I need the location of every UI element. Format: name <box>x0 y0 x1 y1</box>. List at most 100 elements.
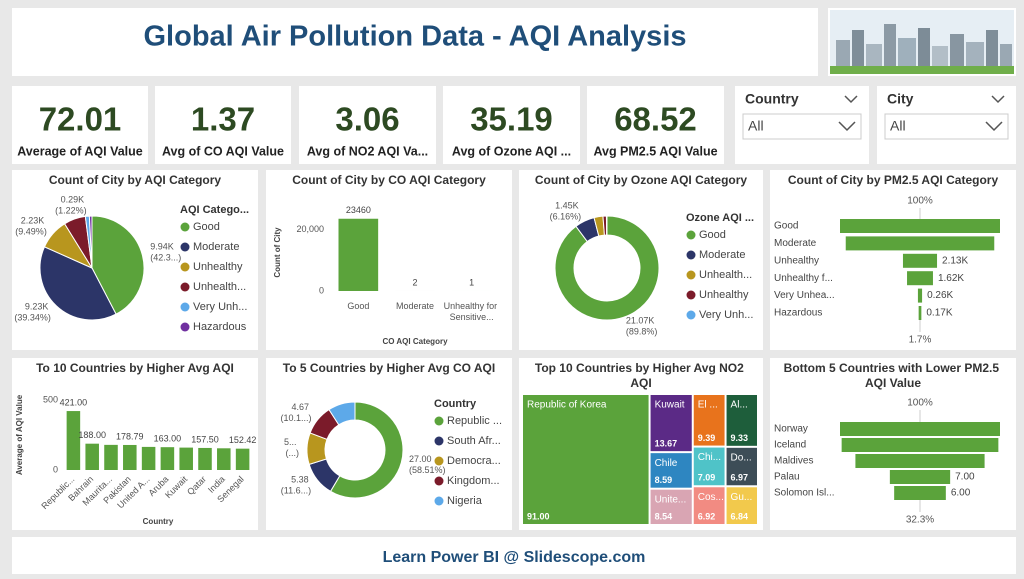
text-line: AQI Value <box>865 376 921 390</box>
building <box>884 24 896 72</box>
legend-label: Moderate <box>699 249 745 261</box>
y-tick-label: 0 <box>319 285 324 295</box>
legend-marker <box>434 476 444 486</box>
cell-label: Cos... <box>698 492 724 503</box>
funnel-bottom-label: 32.3% <box>906 515 934 526</box>
text-line: 21.07K <box>626 316 657 326</box>
chart-title: Count of City by Ozone AQI Category <box>535 173 748 187</box>
chart-title: Bottom 5 Countries with Lower PM2.5 AQI … <box>784 361 1003 390</box>
legend-marker <box>434 436 444 446</box>
bar <box>66 411 81 470</box>
data-label: 421.00 <box>60 397 88 407</box>
funnel-bar <box>894 486 946 500</box>
data-label: 6.00 <box>951 488 971 499</box>
kpi-value: 3.06 <box>335 101 399 138</box>
treemap-cell <box>523 395 649 524</box>
text-line: 27.00 <box>409 454 434 464</box>
cell-label: Gu... <box>731 492 753 503</box>
collapse-icon[interactable] <box>991 95 1005 104</box>
legend-label: Unhealthy <box>193 261 243 273</box>
chart-title: To 10 Countries by Higher Avg AQI <box>36 361 234 375</box>
filter-value: All <box>748 118 764 134</box>
footer-box <box>12 537 1016 574</box>
building <box>836 40 850 72</box>
treemap-cell <box>726 395 757 446</box>
data-label: 152.42 <box>229 435 257 445</box>
building <box>852 30 864 72</box>
cell-value: 91.00 <box>527 511 550 521</box>
text-line: (89.8%) <box>626 327 658 337</box>
cell-label: Kuwait <box>655 400 685 411</box>
data-label: 5.38 (11.6...) <box>281 475 311 496</box>
kpi-label: Avg PM2.5 AQI Value <box>593 144 717 158</box>
collapse-icon[interactable] <box>844 95 858 104</box>
data-label: 188.00 <box>78 430 106 440</box>
kpi-card <box>12 86 148 164</box>
bar <box>235 448 250 470</box>
treemap-cell <box>726 447 757 486</box>
funnel-category: Unhealthy f... <box>774 273 833 284</box>
text-line: Count of City by Ozone AQI Category <box>535 173 748 187</box>
text-line: Count of City by PM2.5 AQI Category <box>788 173 999 187</box>
x-axis-title: CO AQI Category <box>382 337 448 346</box>
legend-label: Good <box>193 221 220 233</box>
treemap-cell <box>650 489 692 524</box>
legend-marker <box>434 416 444 426</box>
filter-label: Country <box>745 91 799 107</box>
legend-label: Unhealth... <box>699 269 752 281</box>
funnel-category: Solomon Isl... <box>774 488 835 499</box>
filter-label: City <box>887 91 914 107</box>
text-line: 5... <box>284 437 299 447</box>
legend-marker <box>686 290 696 300</box>
funnel-bar <box>902 253 938 268</box>
building <box>1000 44 1012 72</box>
funnel-category: Palau <box>774 472 800 483</box>
text-line: To 10 Countries by Higher Avg AQI <box>36 361 234 375</box>
cell-value: 8.59 <box>655 475 673 485</box>
chart-title: Count of City by AQI Category <box>49 173 222 187</box>
y-tick-label: 500 <box>43 394 58 404</box>
text-line: (6.16%) <box>550 212 582 222</box>
grass <box>830 66 1014 74</box>
funnel-bar <box>855 454 985 468</box>
dropdown-arrow[interactable] <box>985 121 1003 132</box>
cell-label: Chile <box>655 458 678 469</box>
text-line: Good <box>347 301 369 311</box>
filter-dropdown[interactable] <box>884 113 1009 140</box>
treemap-cell <box>693 487 725 524</box>
legend-label: Democra... <box>447 455 501 467</box>
text-line: (58.51%) <box>409 465 446 475</box>
y-tick-label: 0 <box>53 464 58 474</box>
treemap-cell <box>693 447 725 486</box>
kpi-label: Avg of NO2 AQI Va... <box>307 144 428 158</box>
kpi-card <box>299 86 436 164</box>
slice <box>554 215 660 321</box>
legend-marker <box>686 270 696 280</box>
legend-label: Very Unh... <box>193 301 247 313</box>
filter-dropdown[interactable] <box>742 113 862 140</box>
cell-label: El ... <box>698 400 718 411</box>
funnel-category: Good <box>774 221 798 232</box>
text-line: (11.6...) <box>281 486 311 496</box>
footer-link[interactable]: Learn Power BI @ Slidescope.com <box>383 549 646 566</box>
text-line: 9.94K <box>150 242 176 252</box>
legend-title: Ozone AQI ... <box>686 212 754 224</box>
dropdown-arrow[interactable] <box>838 121 856 132</box>
data-label: 163.00 <box>154 434 182 444</box>
treemap-cell <box>650 453 692 488</box>
legend-label: South Afr... <box>447 435 501 447</box>
data-label: 4.67 (10.1...) <box>280 402 311 423</box>
cell-label: Republic of Korea <box>527 400 607 411</box>
kpi-label: Avg of Ozone AQI ... <box>452 144 571 158</box>
funnel-category: Hazardous <box>774 308 822 319</box>
legend-marker <box>434 496 444 506</box>
data-label: 2.23K (9.49%) <box>15 216 47 237</box>
data-label: 9.23K (39.34%) <box>14 302 51 323</box>
legend-title: Country <box>434 398 477 410</box>
text-line: (1.22%) <box>55 206 87 216</box>
kpi-card <box>587 86 724 164</box>
text-line: 2.23K <box>21 216 47 226</box>
data-label: 9.94K (42.3...) <box>150 242 181 263</box>
funnel-category: Norway <box>774 424 808 435</box>
funnel-category: Very Unhea... <box>774 290 835 301</box>
